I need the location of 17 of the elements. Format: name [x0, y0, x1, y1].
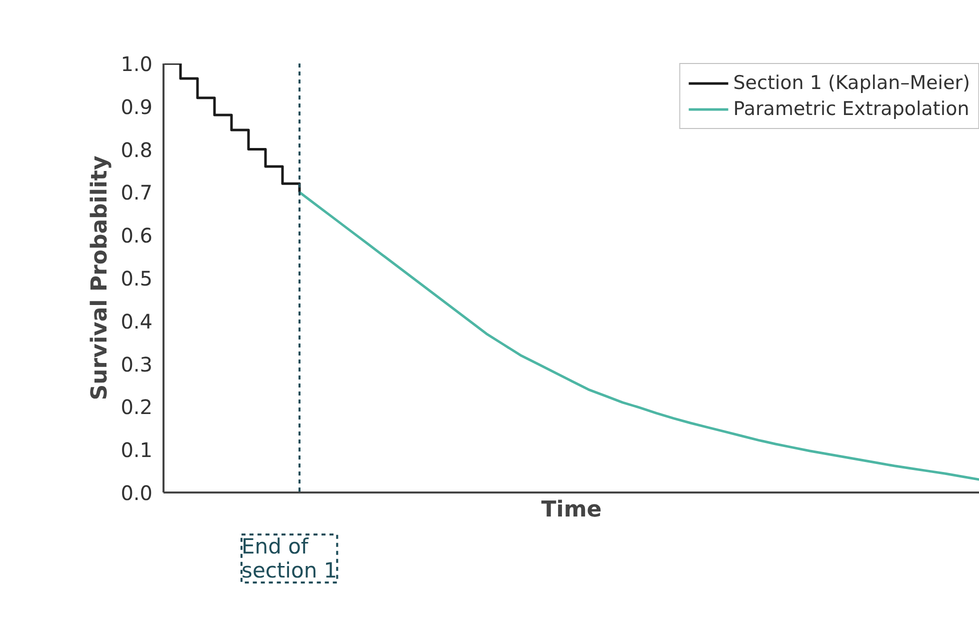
y-tick-label: 0.2 — [120, 395, 153, 420]
y-tick-label: 0.6 — [120, 224, 153, 248]
line-series — [298, 190, 979, 481]
y-tick-label: 0.7 — [120, 180, 153, 205]
y-tick-label: 1.0 — [120, 52, 153, 76]
y-axis-title: Survival Probability — [88, 156, 113, 400]
x-axis-title: Time — [541, 498, 602, 522]
legend-label: Section 1 (Kaplan–Meier) — [733, 72, 970, 94]
y-tick-label: 0.5 — [120, 266, 153, 290]
y-tick-label: 0.3 — [120, 352, 153, 376]
y-tick-label: 0.9 — [120, 94, 153, 119]
y-tick-label: 0.1 — [120, 438, 153, 462]
legend-label: Parametric Extrapolation — [733, 98, 970, 120]
y-tick-label: 0.4 — [120, 309, 153, 334]
y-tick-label: 0.8 — [120, 138, 153, 162]
y-tick-label: 0.0 — [120, 481, 153, 505]
text: End of section 1 — [242, 534, 338, 582]
